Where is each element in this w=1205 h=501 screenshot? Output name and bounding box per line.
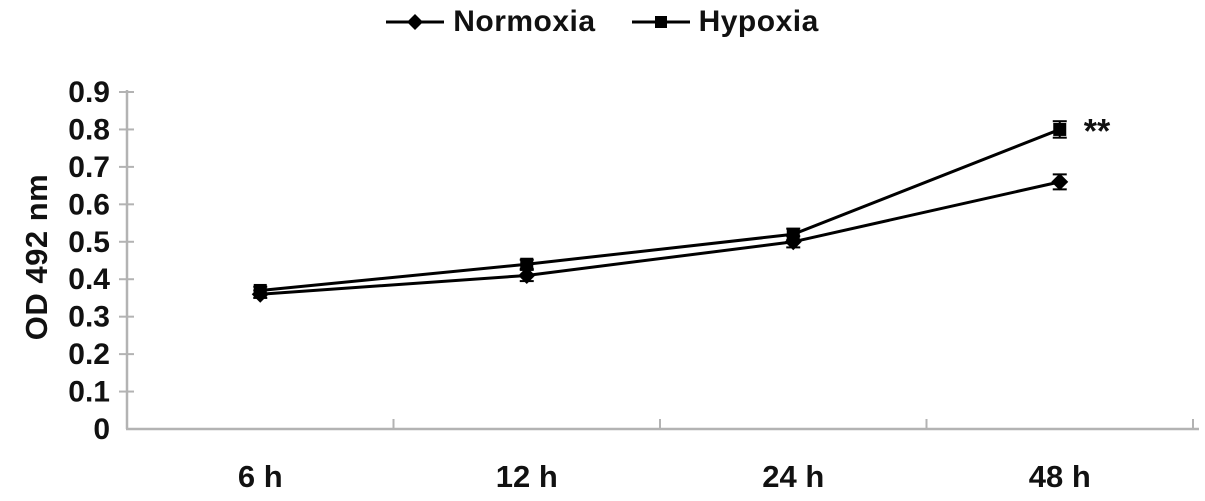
diamond-marker	[1051, 173, 1069, 191]
x-tick-label: 6 h	[238, 459, 283, 494]
series-line-hypoxia	[260, 128, 1061, 292]
square-legend-icon	[631, 16, 690, 28]
x-tick-label: 12 h	[496, 459, 558, 494]
legend-label: Normoxia	[453, 5, 596, 38]
y-tick-label: 0.4	[68, 263, 110, 296]
legend-item-normoxia: Normoxia	[386, 5, 595, 39]
y-tick-label: 0.5	[68, 226, 110, 259]
square-marker	[786, 227, 800, 241]
y-tick-label: 0	[93, 413, 110, 446]
square-marker	[253, 283, 267, 297]
significance-annotation: **	[1084, 112, 1111, 150]
x-tick-label: 24 h	[762, 459, 824, 494]
y-tick-label: 0.2	[68, 338, 110, 371]
y-tick-label: 0.8	[68, 113, 110, 146]
square-marker	[520, 257, 534, 271]
legend-label: Hypoxia	[698, 5, 819, 38]
diamond-legend-icon	[386, 14, 445, 30]
y-tick-label: 0.9	[68, 76, 110, 109]
x-tick-label: 48 h	[1029, 459, 1091, 494]
legend-item-hypoxia: Hypoxia	[631, 5, 819, 39]
chart-legend: Normoxia Hypoxia	[0, 5, 1205, 39]
y-tick-label: 0.3	[68, 301, 110, 334]
y-tick-label: 0.6	[68, 188, 110, 221]
square-marker	[1053, 122, 1067, 136]
y-tick-label: 0.7	[68, 151, 110, 184]
series-line-normoxia	[260, 180, 1061, 296]
diamond-marker	[518, 266, 536, 284]
y-tick-label: 0.1	[68, 376, 110, 409]
